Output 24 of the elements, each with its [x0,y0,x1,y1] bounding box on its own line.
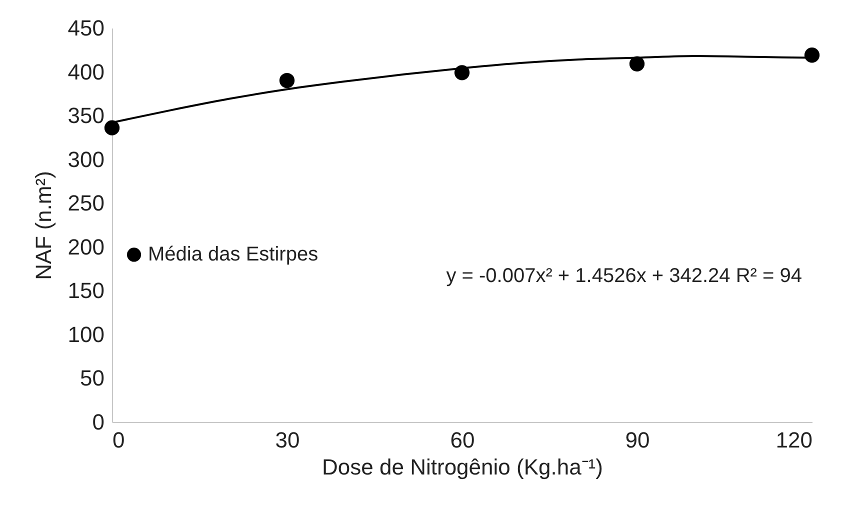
point [104,120,120,136]
y-tick-label: 100 [68,322,104,347]
y-tick-label: 200 [68,234,104,260]
x-tick-label: 90 [625,428,650,452]
y-tick-label: 450 [68,16,104,40]
legend-label: Média das Estirpes [148,244,318,266]
x-axis-title: Dose de Nitrogênio (Kg.ha⁻¹) [322,454,603,480]
y-tick-label: 150 [68,278,104,304]
point [804,48,820,63]
x-tick-label: 120 [776,428,812,452]
y-tick-label: 400 [68,59,104,84]
annotation: y = -0.007x² + 1.4526x + 342.24 R² = 94 [446,265,802,288]
y-tick-label: 300 [68,146,104,172]
y-tick-label: 50 [80,366,104,391]
point [279,72,295,88]
y-tick-label: 0 [92,410,104,434]
y-axis-title: NAF (n.m²) [30,171,56,280]
point [454,65,470,80]
x-tick-label: 60 [450,428,475,452]
point [629,56,645,72]
x-tick-label: 0 [112,428,125,452]
x-tick-label: 30 [275,428,300,452]
y-tick-label: 250 [68,190,104,216]
y-tick-label: 350 [68,103,104,128]
